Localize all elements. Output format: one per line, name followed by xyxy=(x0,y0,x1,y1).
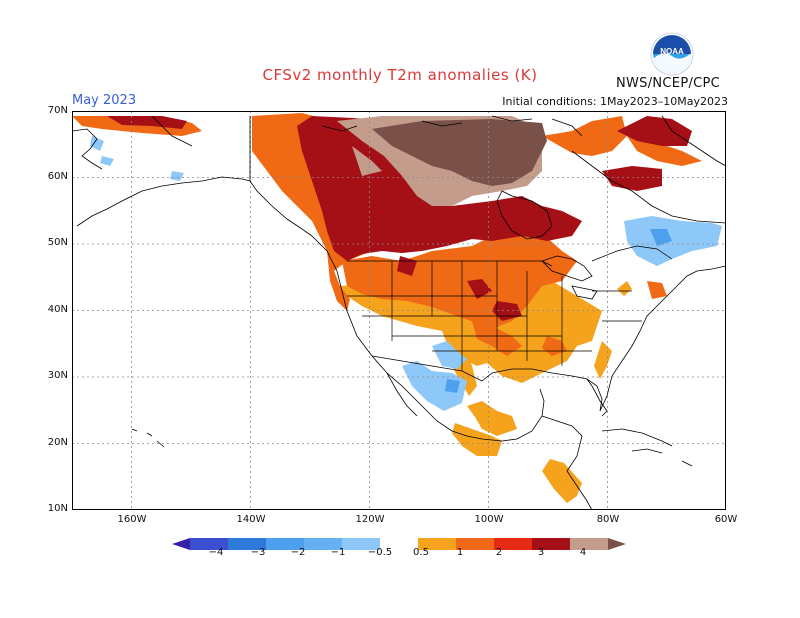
anomaly-shading xyxy=(72,113,722,503)
colorbar-segment xyxy=(456,538,494,550)
colorbar-label: 2 xyxy=(495,547,503,558)
colorbar-svg xyxy=(172,538,626,550)
lat-label: 40N xyxy=(47,304,68,315)
colorbar-segment xyxy=(342,538,380,550)
lat-label: 30N xyxy=(47,370,68,381)
lon-label: 140W xyxy=(236,514,266,525)
org-label: NWS/NCEP/CPC xyxy=(616,76,721,91)
lon-label: 120W xyxy=(355,514,385,525)
political-borders xyxy=(347,245,673,382)
colorbar-segment xyxy=(190,538,228,550)
colorbar-left-arrow xyxy=(172,538,190,550)
anomaly-blue-region xyxy=(624,216,722,266)
lon-label: 100W xyxy=(474,514,504,525)
chart-title: CFSv2 monthly T2m anomalies (K) xyxy=(262,66,538,84)
colorbar-label: −2 xyxy=(290,547,306,558)
logo: NOAA xyxy=(650,32,694,76)
colorbar-segment xyxy=(380,538,418,550)
colorbar-label: −3 xyxy=(250,547,266,558)
anomaly-dark-red-region xyxy=(297,116,582,261)
initial-conditions: Initial conditions: 1May2023–10May2023 xyxy=(502,95,728,108)
colorbar-segment xyxy=(532,538,570,550)
lat-label: 60N xyxy=(47,171,68,182)
colorbar-segment xyxy=(418,538,456,550)
colorbar-segment xyxy=(304,538,342,550)
map-svg xyxy=(71,111,727,511)
logo-text: NOAA xyxy=(660,47,684,56)
colorbar-label: −1 xyxy=(330,547,346,558)
colorbar-label: −4 xyxy=(208,547,224,558)
colorbar-segment xyxy=(228,538,266,550)
lat-label: 20N xyxy=(47,437,68,448)
lon-label: 60W xyxy=(714,514,738,525)
lon-label: 80W xyxy=(596,514,620,525)
coastlines xyxy=(71,115,727,511)
lat-label: 10N xyxy=(47,503,68,514)
colorbar xyxy=(172,535,628,554)
colorbar-right-arrow xyxy=(608,538,626,550)
month-label: May 2023 xyxy=(72,93,137,108)
anomaly-red-orange-region xyxy=(342,231,577,329)
colorbar-label: 0.5 xyxy=(413,547,429,558)
lat-label: 70N xyxy=(47,105,68,116)
colorbar-label: 3 xyxy=(537,547,545,558)
colorbar-label: 4 xyxy=(579,547,587,558)
anomaly-brown-region xyxy=(372,119,547,186)
colorbar-segment xyxy=(570,538,608,550)
lon-label: 160W xyxy=(117,514,147,525)
colorbar-segment xyxy=(494,538,532,550)
lat-label: 50N xyxy=(47,237,68,248)
colorbar-label: −0.5 xyxy=(367,547,393,558)
colorbar-label: 1 xyxy=(456,547,464,558)
anomaly-map xyxy=(71,111,727,511)
colorbar-segment xyxy=(266,538,304,550)
